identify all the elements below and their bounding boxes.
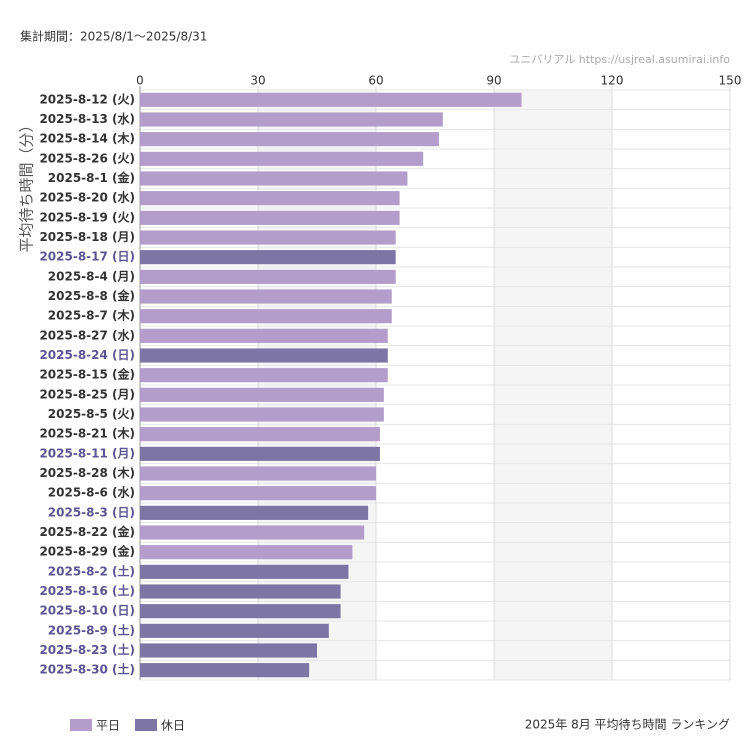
bar xyxy=(140,407,384,422)
bar xyxy=(140,112,443,127)
y-tick-label: 2025-8-16 (土) xyxy=(39,583,135,598)
bar xyxy=(140,446,380,461)
y-tick-label: 2025-8-20 (水) xyxy=(39,190,135,205)
legend-swatch xyxy=(135,719,157,731)
bar xyxy=(140,289,392,304)
bar xyxy=(140,92,522,107)
y-tick-label: 2025-8-7 (木) xyxy=(48,308,135,323)
y-tick-label: 2025-8-10 (日) xyxy=(39,604,135,618)
x-tick-label: 150 xyxy=(719,74,742,88)
y-tick-label: 2025-8-12 (火) xyxy=(39,92,135,106)
y-tick-label: 2025-8-24 (日) xyxy=(39,348,135,362)
legend-swatch xyxy=(70,719,92,731)
legend-label: 休日 xyxy=(161,719,185,733)
x-tick-label: 0 xyxy=(136,74,144,88)
y-tick-label: 2025-8-25 (月) xyxy=(39,387,135,401)
y-tick-label: 2025-8-14 (木) xyxy=(39,131,135,146)
y-tick-label: 2025-8-28 (木) xyxy=(39,465,135,480)
bar xyxy=(140,505,369,520)
y-tick-label: 2025-8-6 (水) xyxy=(48,485,135,500)
y-tick-label: 2025-8-29 (金) xyxy=(39,544,135,559)
y-tick-label: 2025-8-4 (月) xyxy=(48,269,135,283)
bar xyxy=(140,368,388,383)
bar xyxy=(140,604,341,619)
y-tick-label: 2025-8-26 (火) xyxy=(39,151,135,165)
y-tick-label: 2025-8-22 (金) xyxy=(39,524,135,539)
y-tick-label: 2025-8-17 (日) xyxy=(39,250,135,264)
bar xyxy=(140,466,376,481)
bar xyxy=(140,663,310,678)
bar xyxy=(140,250,396,265)
x-tick-label: 90 xyxy=(486,74,501,88)
source: ユニバリアル https://usjreal.asumirai.info xyxy=(509,53,730,66)
bar xyxy=(140,427,380,442)
y-tick-label: 2025-8-19 (火) xyxy=(39,210,135,224)
y-tick-label: 2025-8-2 (土) xyxy=(48,563,135,578)
bar xyxy=(140,230,396,245)
x-tick-label: 60 xyxy=(368,74,383,88)
chart-title: 2025年 8月 平均待ち時間 ランキング xyxy=(525,718,730,732)
y-tick-label: 2025-8-15 (金) xyxy=(39,367,135,382)
bar xyxy=(140,643,317,658)
x-tick-label: 120 xyxy=(601,74,624,88)
bar xyxy=(140,623,329,638)
y-tick-label: 2025-8-13 (水) xyxy=(39,111,135,126)
bar xyxy=(140,564,349,579)
bar xyxy=(140,328,388,343)
bar xyxy=(140,545,353,560)
bar xyxy=(140,387,384,402)
y-tick-label: 2025-8-1 (金) xyxy=(48,170,135,185)
bar xyxy=(140,132,439,147)
y-tick-label: 2025-8-18 (月) xyxy=(39,230,135,244)
y-tick-label: 2025-8-11 (月) xyxy=(39,446,135,460)
bar xyxy=(140,151,424,166)
y-axis-title: 平均待ち時間（分） xyxy=(18,117,36,252)
legend-label: 平日 xyxy=(96,719,120,733)
period: 集計期間：2025/8/1～2025/8/31 xyxy=(20,29,207,44)
y-tick-label: 2025-8-21 (木) xyxy=(39,426,135,441)
bar xyxy=(140,171,408,186)
y-tick-label: 2025-8-5 (火) xyxy=(48,407,135,421)
y-tick-label: 2025-8-8 (金) xyxy=(48,288,135,303)
bar xyxy=(140,584,341,599)
bar xyxy=(140,269,396,284)
bar xyxy=(140,525,365,540)
bar xyxy=(140,309,392,324)
bar xyxy=(140,191,400,206)
y-tick-label: 2025-8-3 (日) xyxy=(48,505,135,519)
bar xyxy=(140,486,376,501)
bar xyxy=(140,348,388,363)
y-tick-label: 2025-8-30 (土) xyxy=(39,662,135,677)
y-tick-label: 2025-8-9 (土) xyxy=(48,622,135,637)
y-tick-label: 2025-8-27 (水) xyxy=(39,327,135,342)
y-tick-label: 2025-8-23 (土) xyxy=(39,642,135,657)
bar xyxy=(140,210,400,225)
x-tick-label: 30 xyxy=(250,74,265,88)
